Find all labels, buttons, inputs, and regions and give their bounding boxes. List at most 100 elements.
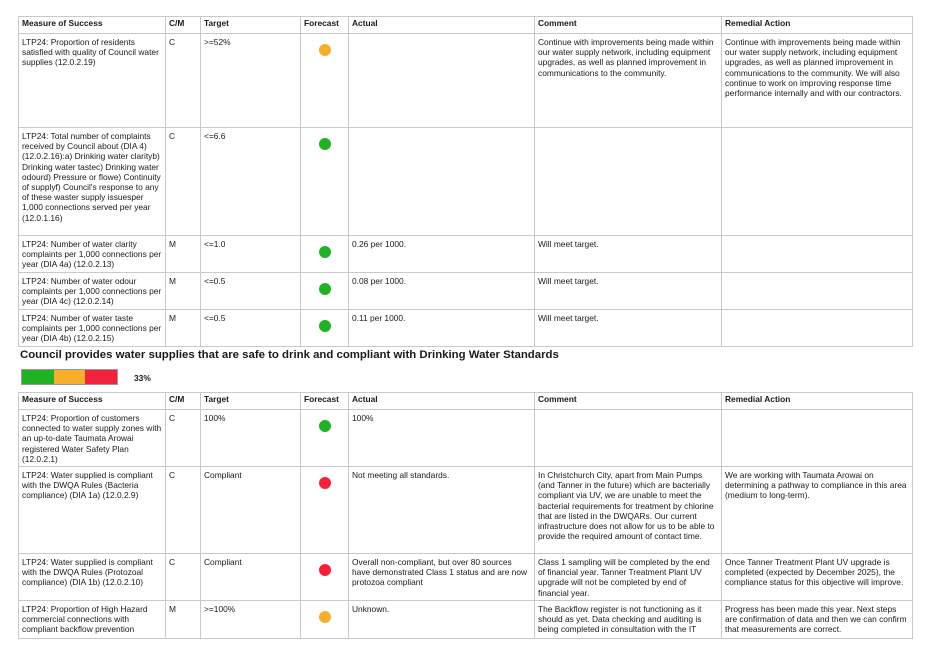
header-cm: C/M (165, 16, 201, 34)
cm-cell: C (165, 33, 201, 128)
cm-cell: M (165, 309, 201, 347)
target-cell: <=0.5 (200, 309, 301, 347)
header-remedial: Remedial Action (721, 16, 913, 34)
cm-cell: C (165, 408, 201, 468)
actual-cell: Unknown. (348, 599, 535, 639)
target-cell: 100% (200, 408, 301, 468)
progress-segment-orange (53, 370, 86, 384)
forecast-status-dot-red (318, 477, 331, 490)
header-remedial: Remedial Action (721, 392, 913, 410)
progress-percent: 33% (134, 373, 151, 383)
table-header-row: Measure of Success C/M Target Forecast A… (18, 392, 913, 410)
measure-cell: LTP24: Number of water taste complaints … (18, 309, 166, 347)
forecast-status-dot-orange (318, 610, 331, 623)
header-measure: Measure of Success (18, 16, 166, 34)
measure-cell: LTP24: Number of water odour complaints … (18, 272, 166, 310)
target-cell: <=6.6 (200, 127, 301, 236)
comment-cell: Class 1 sampling will be completed by th… (534, 553, 722, 601)
remedial-cell: Progress has been made this year. Next s… (721, 599, 913, 639)
measure-cell: LTP24: Number of water clarity complaint… (18, 235, 166, 273)
header-actual: Actual (348, 392, 535, 410)
measure-cell: LTP24: Water supplied is compliant with … (18, 466, 166, 555)
table-row: LTP24: Water supplied is compliant with … (18, 466, 913, 555)
table-row: LTP24: Proportion of High Hazard commerc… (18, 599, 913, 639)
header-target: Target (200, 392, 301, 410)
comment-cell (534, 408, 722, 468)
remedial-cell (721, 309, 913, 347)
comment-cell (534, 127, 722, 236)
forecast-cell (300, 466, 349, 555)
actual-cell (348, 127, 535, 236)
cm-cell: C (165, 553, 201, 601)
forecast-cell (300, 599, 349, 639)
progress-segment-red (85, 370, 118, 384)
target-cell: >=52% (200, 33, 301, 128)
table-row: LTP24: Proportion of customers connected… (18, 408, 913, 468)
target-cell: Compliant (200, 466, 301, 555)
comment-cell: Will meet target. (534, 272, 722, 310)
forecast-status-dot-green (318, 283, 331, 295)
forecast-status-dot-orange (318, 44, 331, 56)
actual-cell: Overall non-compliant, but over 80 sourc… (348, 553, 535, 601)
forecast-cell (300, 33, 349, 128)
forecast-status-dot-green (318, 320, 331, 332)
header-forecast: Forecast (300, 16, 349, 34)
comment-cell: Will meet target. (534, 235, 722, 273)
forecast-cell (300, 272, 349, 310)
target-cell: Compliant (200, 553, 301, 601)
header-comment: Comment (534, 16, 722, 34)
measure-cell: LTP24: Proportion of residents satisfied… (18, 33, 166, 128)
forecast-cell (300, 235, 349, 273)
header-comment: Comment (534, 392, 722, 410)
forecast-cell (300, 553, 349, 601)
actual-cell: Not meeting all standards. (348, 466, 535, 555)
actual-cell: 0.08 per 1000. (348, 272, 535, 310)
table-row: LTP24: Total number of complaints receiv… (18, 127, 913, 236)
remedial-cell (721, 127, 913, 236)
forecast-status-dot-green (318, 138, 331, 150)
comment-cell: Will meet target. (534, 309, 722, 347)
cm-cell: M (165, 599, 201, 639)
progress-segment-green (22, 370, 54, 384)
target-cell: <=1.0 (200, 235, 301, 273)
measure-cell: LTP24: Proportion of customers connected… (18, 408, 166, 468)
forecast-cell (300, 309, 349, 347)
actual-cell: 100% (348, 408, 535, 468)
remedial-cell (721, 408, 913, 468)
measures-table-1: Measure of Success C/M Target Forecast A… (18, 16, 913, 347)
table-row: LTP24: Number of water taste complaints … (18, 309, 913, 347)
table-row: LTP24: Proportion of residents satisfied… (18, 33, 913, 128)
target-cell: <=0.5 (200, 272, 301, 310)
target-cell: >=100% (200, 599, 301, 639)
header-target: Target (200, 16, 301, 34)
progress-bar (21, 369, 118, 385)
comment-cell: In Christchurch City, apart from Main Pu… (534, 466, 722, 555)
remedial-cell: Once Tanner Treatment Plant UV upgrade i… (721, 553, 913, 601)
measure-cell: LTP24: Water supplied is compliant with … (18, 553, 166, 601)
measure-cell: LTP24: Total number of complaints receiv… (18, 127, 166, 236)
header-forecast: Forecast (300, 392, 349, 410)
measures-table-2: Measure of Success C/M Target Forecast A… (18, 392, 913, 639)
section-heading: Council provides water supplies that are… (20, 349, 559, 361)
remedial-cell (721, 235, 913, 273)
cm-cell: M (165, 235, 201, 273)
forecast-cell (300, 408, 349, 468)
cm-cell: M (165, 272, 201, 310)
forecast-status-dot-green (318, 420, 331, 432)
forecast-cell (300, 127, 349, 236)
remedial-cell: We are working with Taumata Arowai on de… (721, 466, 913, 555)
table-row: LTP24: Number of water odour complaints … (18, 272, 913, 310)
actual-cell (348, 33, 535, 128)
header-measure: Measure of Success (18, 392, 166, 410)
forecast-status-dot-green (318, 246, 331, 258)
comment-cell: Continue with improvements being made wi… (534, 33, 722, 128)
remedial-cell: Continue with improvements being made wi… (721, 33, 913, 128)
header-actual: Actual (348, 16, 535, 34)
table-header-row: Measure of Success C/M Target Forecast A… (18, 16, 913, 34)
header-cm: C/M (165, 392, 201, 410)
table-row: LTP24: Number of water clarity complaint… (18, 235, 913, 273)
remedial-cell (721, 272, 913, 310)
actual-cell: 0.26 per 1000. (348, 235, 535, 273)
measure-cell: LTP24: Proportion of High Hazard commerc… (18, 599, 166, 639)
cm-cell: C (165, 127, 201, 236)
